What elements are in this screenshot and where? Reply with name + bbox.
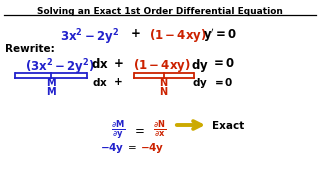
- Text: $\mathbf{+}$: $\mathbf{+}$: [113, 76, 123, 87]
- Text: Solving an Exact 1st Order Differential Equation: Solving an Exact 1st Order Differential …: [37, 7, 283, 16]
- Text: $\mathbf{y' = 0}$: $\mathbf{y' = 0}$: [203, 27, 237, 44]
- Text: $\frac{\partial \mathbf{N}}{\partial \mathbf{x}}$: $\frac{\partial \mathbf{N}}{\partial \ma…: [153, 118, 167, 139]
- Text: $\mathbf{+}$: $\mathbf{+}$: [130, 27, 140, 40]
- Text: $\mathbf{N}$: $\mathbf{N}$: [159, 76, 169, 88]
- Text: $=$: $=$: [132, 123, 144, 136]
- Text: $\mathbf{= 0}$: $\mathbf{= 0}$: [211, 57, 235, 70]
- Text: $\mathbf{+}$: $\mathbf{+}$: [113, 57, 123, 70]
- Text: $\mathbf{dx}$: $\mathbf{dx}$: [91, 57, 109, 71]
- Text: $\mathbf{-4y}$: $\mathbf{-4y}$: [140, 141, 164, 155]
- Text: $\mathbf{M}$: $\mathbf{M}$: [46, 85, 56, 97]
- Text: Rewrite:: Rewrite:: [5, 44, 55, 54]
- Text: $\mathbf{M}$: $\mathbf{M}$: [46, 76, 56, 88]
- Text: $\mathbf{3x^2 - 2y^2}$: $\mathbf{3x^2 - 2y^2}$: [60, 27, 120, 47]
- Text: $\mathbf{(1 - 4xy)}$: $\mathbf{(1 - 4xy)}$: [133, 57, 191, 74]
- Text: $\mathbf{dy}$: $\mathbf{dy}$: [192, 76, 208, 90]
- Text: $\mathbf{dy}$: $\mathbf{dy}$: [191, 57, 209, 74]
- Text: $\mathbf{= 0}$: $\mathbf{= 0}$: [212, 76, 234, 88]
- Text: $\mathbf{(3x^2 - 2y^2)}$: $\mathbf{(3x^2 - 2y^2)}$: [25, 57, 95, 77]
- Text: $\mathbf{N}$: $\mathbf{N}$: [159, 85, 169, 97]
- Text: $\mathbf{(1 - 4xy)}$: $\mathbf{(1 - 4xy)}$: [149, 27, 207, 44]
- Text: $\mathbf{-4y}$: $\mathbf{-4y}$: [100, 141, 124, 155]
- Text: $=$: $=$: [125, 141, 137, 151]
- Text: Exact: Exact: [212, 121, 244, 131]
- Text: $\mathbf{dx}$: $\mathbf{dx}$: [92, 76, 108, 88]
- Text: $\frac{\partial \mathbf{M}}{\partial \mathbf{y}}$: $\frac{\partial \mathbf{M}}{\partial \ma…: [111, 118, 125, 141]
